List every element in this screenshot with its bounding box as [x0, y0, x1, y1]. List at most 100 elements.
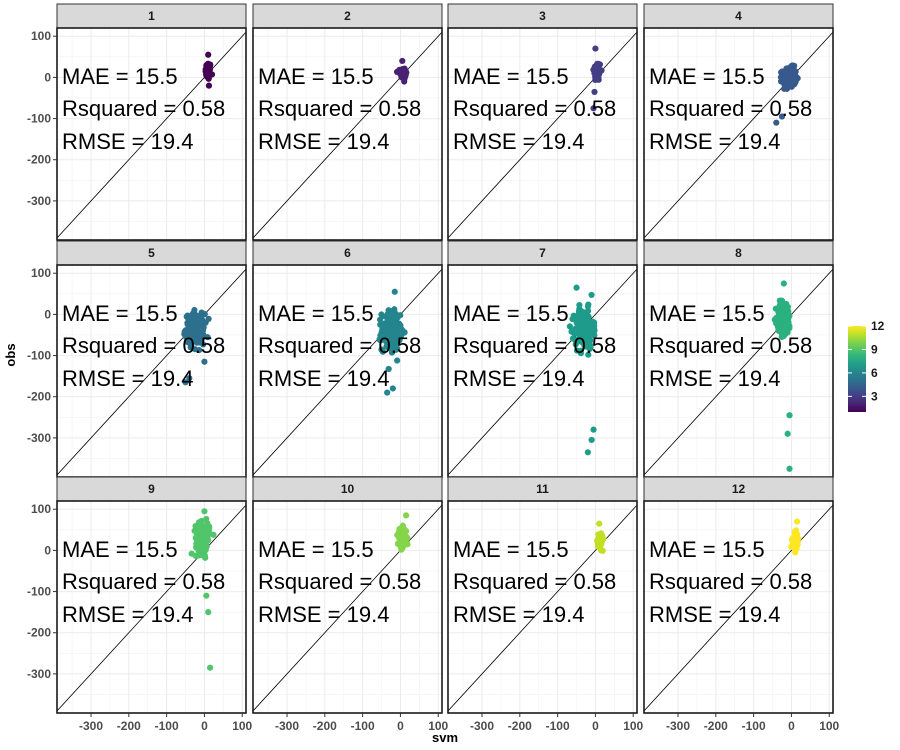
color-legend: 3 6 9 12: [848, 319, 885, 412]
colorbar-label: 9: [871, 342, 878, 356]
data-point: [191, 328, 198, 335]
x-tick-label: -100: [155, 719, 179, 733]
data-point: [568, 328, 575, 335]
reference-line: [448, 31, 637, 239]
data-point: [389, 316, 397, 323]
x-tick-label: -200: [508, 719, 532, 733]
panel-border: [56, 500, 247, 714]
panel-background: [644, 265, 833, 477]
x-tick-label: 0: [788, 719, 795, 733]
data-point: [775, 327, 782, 334]
data-point: [595, 60, 602, 67]
metric-annotation: RMSE = 19.4: [258, 129, 389, 154]
facet-strip-label: 2: [344, 9, 351, 23]
panel-background: [57, 265, 246, 477]
reference-line: [644, 31, 833, 239]
data-point: [205, 64, 213, 71]
facet-strip-label: 5: [148, 246, 155, 260]
facet-panel-4: 4 MAE = 15.5 Rsquared = 0.58 RMSE = 19.4: [643, 3, 834, 241]
data-point: [591, 88, 598, 96]
metric-annotation: Rsquared = 0.58: [453, 569, 616, 594]
point-cloud: [202, 51, 216, 89]
metric-annotation: Rsquared = 0.58: [62, 569, 225, 594]
x-tick-label: 100: [232, 719, 252, 733]
data-point: [566, 323, 573, 330]
outlier-point: [792, 549, 799, 556]
y-tick-label: -100: [27, 349, 51, 363]
facet-panel-7: 7 MAE = 15.5 Rsquared = 0.58 RMSE = 19.4: [447, 240, 638, 478]
x-tick-label: -200: [704, 719, 728, 733]
facet-strip-label: 7: [539, 246, 546, 260]
y-tick-label: 0: [44, 307, 51, 321]
data-point: [569, 335, 577, 342]
facet-strip: [447, 240, 638, 266]
panel-background: [448, 501, 637, 713]
data-point: [195, 519, 203, 526]
data-point: [587, 344, 594, 351]
outlier-point: [584, 449, 591, 456]
data-point: [191, 318, 199, 325]
data-point: [378, 346, 385, 354]
facet-strip: [56, 476, 247, 502]
metric-annotation: MAE = 15.5: [62, 537, 178, 562]
x-axis: -300 -200 -100 0 100 -300 -200 -100 0 100 -300 -200…: [79, 713, 840, 733]
panel-background: [253, 265, 442, 477]
data-point: [786, 72, 793, 80]
metric-annotation: MAE = 15.5: [62, 301, 178, 326]
facet-panel-6: 6 MAE = 15.5 Rsquared = 0.58 RMSE = 19.4: [252, 240, 443, 478]
data-point: [580, 333, 587, 340]
reference-line: [57, 504, 246, 712]
data-point: [383, 323, 390, 330]
y-tick-label: -100: [27, 112, 51, 126]
metric-annotation: RMSE = 19.4: [62, 602, 193, 627]
reference-line: [644, 504, 833, 712]
metric-annotation: RMSE = 19.4: [62, 366, 193, 391]
data-point: [194, 525, 201, 532]
y-tick-label: 0: [44, 543, 51, 557]
data-point: [200, 324, 207, 331]
outlier-point: [597, 547, 605, 554]
outlier-point: [389, 385, 396, 392]
data-point: [203, 515, 210, 523]
y-tick-label: -200: [27, 390, 51, 404]
x-tick-label: 100: [623, 719, 643, 733]
metric-annotation: Rsquared = 0.58: [649, 96, 812, 121]
data-point: [193, 553, 200, 560]
data-point: [383, 343, 390, 350]
data-point: [579, 324, 586, 331]
reference-line: [644, 268, 833, 476]
facet-panels: 1 MAE = 15.5 Rsquared = 0.58 RMSE = 19.4 2 MA…: [56, 3, 834, 714]
data-point: [200, 332, 207, 339]
colorbar: [848, 326, 866, 412]
data-point: [600, 536, 607, 543]
facet-panel-12: 12 MAE = 15.5 Rsquared = 0.58 RMSE = 19.4: [643, 476, 834, 714]
x-tick-label: 100: [428, 719, 448, 733]
point-cloud: [394, 512, 411, 553]
y-tick-label: -300: [27, 431, 51, 445]
data-point: [396, 527, 403, 534]
metric-annotation: MAE = 15.5: [62, 64, 178, 89]
metric-annotation: RMSE = 19.4: [453, 366, 584, 391]
outlier-point: [592, 45, 599, 52]
metric-annotation: Rsquared = 0.58: [453, 96, 616, 121]
metric-annotation: RMSE = 19.4: [649, 366, 780, 391]
facet-panel-9: 9 MAE = 15.5 Rsquared = 0.58 RMSE = 19.4: [56, 476, 247, 714]
data-point: [188, 550, 195, 557]
x-tick-label: -100: [742, 719, 766, 733]
point-cloud: [181, 306, 212, 386]
panel-background: [644, 501, 833, 713]
facet-strip: [447, 3, 638, 29]
data-point: [782, 306, 789, 314]
data-point: [396, 336, 403, 343]
reference-line: [57, 31, 246, 239]
reference-line: [253, 504, 442, 712]
point-cloud: [376, 288, 408, 396]
point-cloud: [188, 508, 217, 671]
outlier-point: [397, 543, 404, 550]
data-point: [200, 341, 207, 348]
outlier-point: [205, 82, 213, 89]
metric-annotation: RMSE = 19.4: [62, 129, 193, 154]
facet-strip: [643, 3, 834, 29]
metric-annotation: Rsquared = 0.58: [62, 333, 225, 358]
metric-annotation: RMSE = 19.4: [258, 366, 389, 391]
